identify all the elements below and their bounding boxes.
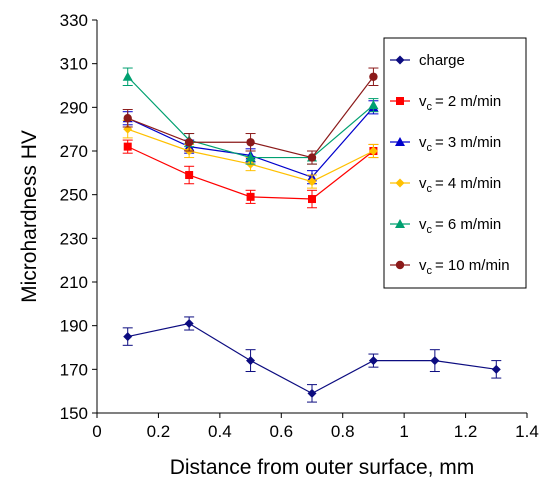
legend-box	[383, 37, 527, 289]
data-point	[491, 364, 501, 374]
data-point	[123, 332, 133, 342]
x-tick-label: 1.2	[454, 422, 478, 441]
x-tick-label: 1	[399, 422, 408, 441]
data-point	[123, 142, 132, 151]
data-point	[184, 138, 194, 147]
x-tick-label: 0.8	[331, 422, 355, 441]
legend-label: vc = 6 m/min	[419, 216, 501, 236]
series-layer	[122, 67, 502, 403]
y-tick-label: 150	[60, 404, 88, 423]
axes: 150 170 190 210 230 250 270 290 310 330 0 0.2 0.4 0.6…	[18, 11, 539, 479]
data-point	[369, 72, 378, 81]
series-0	[122, 316, 502, 403]
y-tick-label: 310	[60, 55, 88, 74]
legend-marker	[395, 260, 405, 270]
legend-item: vc = 3 m/min	[390, 134, 501, 154]
data-point	[308, 195, 316, 204]
series-1	[122, 139, 379, 209]
data-point	[368, 100, 379, 110]
legend-label: vc = 10 m/min	[419, 257, 510, 277]
legend-label: charge	[419, 52, 465, 69]
data-point	[184, 318, 194, 328]
data-point	[307, 153, 317, 162]
data-point	[246, 192, 255, 201]
legend-marker	[395, 55, 405, 65]
y-tick-label: 210	[60, 273, 88, 292]
x-tick-label: 1.4	[515, 422, 539, 441]
x-tick-label: 0.6	[269, 422, 293, 441]
data-point	[123, 114, 132, 123]
legend-label: vc = 3 m/min	[419, 134, 501, 154]
x-tick-label: 0.4	[208, 422, 232, 441]
legend-item: vc = 2 m/min	[390, 93, 501, 113]
series-line	[127, 322, 497, 395]
legend-label: vc = 4 m/min	[419, 175, 501, 195]
x-tick-label: 0	[92, 422, 101, 441]
y-tick-label: 190	[60, 317, 88, 336]
legend: charge vc = 2 m/min vc = 3 m/min vc = 4 m/min v…	[383, 37, 527, 289]
legend-item: charge	[390, 52, 465, 69]
legend-marker	[395, 219, 405, 228]
y-tick-label: 250	[60, 186, 88, 205]
data-point	[122, 71, 133, 81]
legend-marker	[395, 178, 405, 188]
legend-item: vc = 10 m/min	[390, 257, 510, 277]
legend-label: vc = 2 m/min	[419, 93, 501, 113]
data-point	[185, 171, 194, 180]
data-point	[246, 138, 255, 147]
legend-item: vc = 4 m/min	[390, 175, 501, 195]
y-tick-label: 270	[60, 142, 88, 161]
data-point	[307, 388, 317, 398]
data-point	[307, 177, 317, 187]
data-point	[246, 356, 256, 366]
legend-item: vc = 6 m/min	[390, 216, 501, 236]
data-point	[430, 356, 440, 366]
y-tick-label: 170	[60, 360, 88, 379]
legend-marker	[395, 137, 405, 146]
x-axis-title: Distance from outer surface, mm	[170, 456, 475, 479]
data-point	[245, 152, 256, 162]
y-axis-title: Microhardness HV	[18, 130, 41, 303]
legend-marker	[396, 97, 404, 105]
x-tick-label: 0.2	[147, 422, 171, 441]
y-tick-label: 230	[60, 229, 88, 248]
data-point	[368, 146, 378, 156]
y-tick-label: 330	[60, 11, 88, 30]
data-point	[368, 356, 378, 366]
series-5	[122, 67, 379, 165]
y-tick-label: 290	[60, 98, 88, 117]
